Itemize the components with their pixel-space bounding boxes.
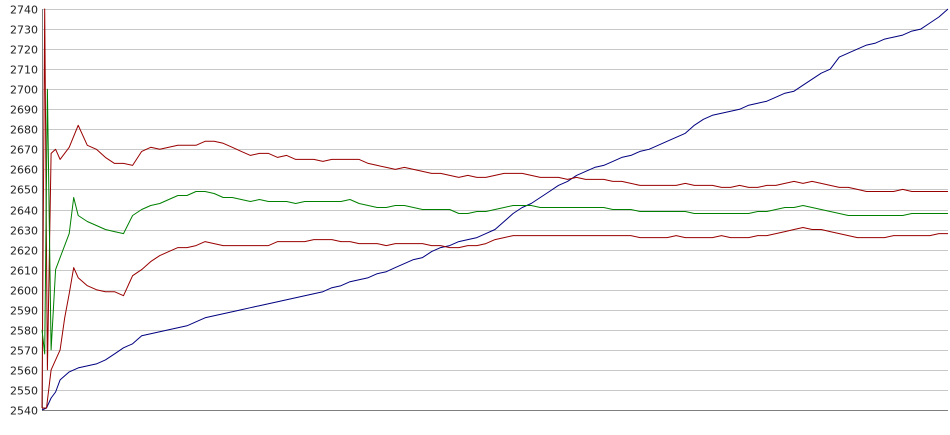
y-tick-label: 2630 xyxy=(10,225,38,238)
y-tick-label: 2540 xyxy=(10,405,38,418)
series-line-4 xyxy=(42,227,948,409)
y-tick-label: 2680 xyxy=(10,124,38,137)
series-line-1 xyxy=(41,8,949,411)
y-tick-label: 2700 xyxy=(10,84,38,97)
y-tick-label: 2580 xyxy=(10,325,38,338)
y-tick-label: 2620 xyxy=(10,245,38,258)
grid xyxy=(42,9,948,411)
series-line-2 xyxy=(41,8,948,409)
y-tick-label: 2570 xyxy=(10,345,38,358)
y-tick-labels: 2740 2730 2720 2710 2700 2690 2680 2670 2660 2650… xyxy=(10,4,38,418)
y-tick-label: 2610 xyxy=(10,265,38,278)
series-line-3 xyxy=(41,88,948,355)
y-tick-label: 2660 xyxy=(10,164,38,177)
y-tick-label: 2710 xyxy=(10,64,38,77)
y-tick-label: 2640 xyxy=(10,205,38,218)
y-tick-label: 2730 xyxy=(10,24,38,37)
y-tick-label: 2670 xyxy=(10,144,38,157)
y-tick-label: 2590 xyxy=(10,305,38,318)
y-tick-label: 2650 xyxy=(10,184,38,197)
y-tick-label: 2600 xyxy=(10,285,38,298)
series-lines xyxy=(41,8,949,411)
y-tick-label: 2740 xyxy=(10,4,38,17)
y-tick-label: 2690 xyxy=(10,104,38,117)
y-tick-label: 2550 xyxy=(10,385,38,398)
y-tick-label: 2560 xyxy=(10,365,38,378)
y-tick-label: 2720 xyxy=(10,44,38,57)
